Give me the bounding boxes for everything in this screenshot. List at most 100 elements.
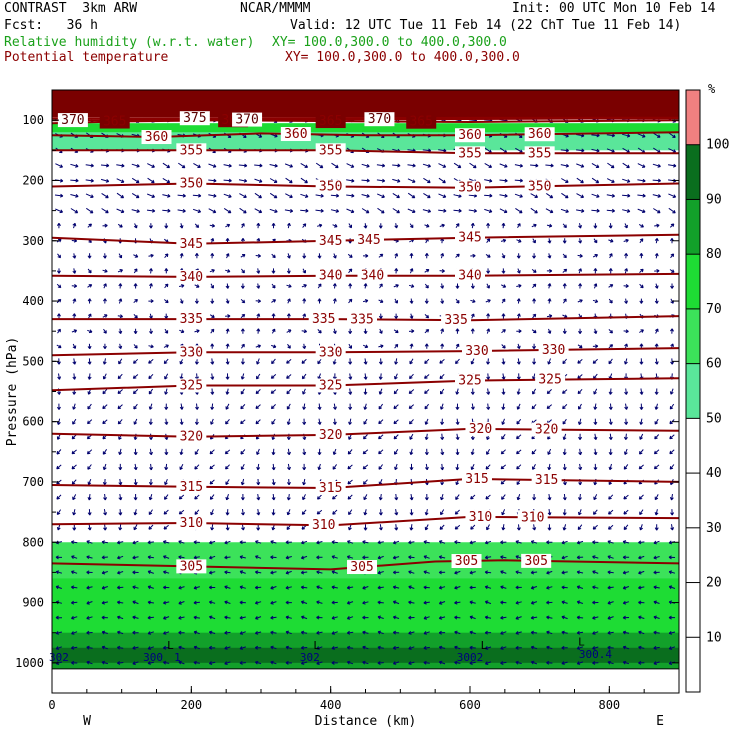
wind-vector <box>347 464 353 470</box>
wind-vector <box>423 570 430 575</box>
wind-vector <box>547 253 552 259</box>
wind-vector <box>315 162 324 169</box>
wind-vector <box>637 178 646 183</box>
contour-label-bg <box>232 112 263 127</box>
wind-vector <box>624 358 628 365</box>
wind-vector <box>532 313 537 319</box>
wind-vector <box>240 463 245 470</box>
wind-vector <box>131 163 140 168</box>
contour-label-350: 350 <box>458 181 481 196</box>
wind-vector <box>223 178 232 183</box>
wind-vector <box>87 223 92 228</box>
wind-vector <box>117 555 124 560</box>
wind-vector <box>561 555 568 560</box>
contour-label-bg <box>308 518 339 533</box>
wind-vector <box>55 615 63 620</box>
wind-vector <box>408 404 415 409</box>
contour-label-345: 345 <box>180 237 203 252</box>
wind-vector <box>210 298 215 304</box>
wind-vector <box>578 433 583 440</box>
wind-vector <box>670 283 675 289</box>
wind-vector <box>653 585 660 590</box>
wind-vector <box>331 555 338 559</box>
wind-vector <box>484 555 492 560</box>
wind-vector <box>470 222 475 229</box>
wind-vector <box>484 570 492 575</box>
contour-label-335: 335 <box>312 312 335 327</box>
wind-vector <box>423 177 431 184</box>
contour-label-bg <box>517 510 548 525</box>
wind-vector <box>316 570 323 575</box>
y-tick-label: 800 <box>22 535 44 549</box>
wind-vector <box>653 449 660 455</box>
wind-vector <box>225 269 231 273</box>
wind-vector <box>532 373 536 380</box>
wind-vector <box>409 494 414 501</box>
wind-vector <box>576 163 585 168</box>
contour-label-310: 310 <box>521 510 544 525</box>
wind-vector <box>270 404 276 410</box>
wind-vector <box>133 299 138 303</box>
wind-vector <box>500 555 507 560</box>
wind-vector <box>638 494 644 500</box>
wind-vector <box>455 358 460 365</box>
wind-vector <box>515 540 522 544</box>
wind-vector <box>453 208 462 213</box>
wind-vector <box>608 358 613 365</box>
wind-vector <box>378 223 383 229</box>
field2-name: Potential temperature <box>4 50 169 65</box>
wind-vector <box>55 163 64 168</box>
contour-label-330: 330 <box>542 343 565 358</box>
wind-vector <box>87 253 92 259</box>
wind-vector <box>392 661 400 665</box>
wind-vector <box>653 555 660 560</box>
wind-vector <box>225 494 230 501</box>
wind-vector <box>302 268 306 274</box>
wind-vector <box>347 449 353 455</box>
wind-vector <box>470 388 475 395</box>
wind-vector <box>301 284 307 288</box>
wind-vector <box>516 253 521 259</box>
wind-vector <box>515 570 522 575</box>
wind-vector <box>269 178 278 183</box>
wind-vector <box>577 253 583 258</box>
wind-vector <box>424 509 429 516</box>
wind-vector <box>501 388 506 395</box>
wind-vector <box>637 208 646 213</box>
wind-vector <box>484 661 492 665</box>
wind-vector <box>592 585 599 590</box>
wind-vector <box>269 208 278 213</box>
wind-vector <box>578 448 583 456</box>
wind-vector <box>164 328 169 334</box>
wind-vector <box>331 615 338 620</box>
wind-vector <box>516 239 522 243</box>
wind-vector <box>546 600 553 605</box>
wind-vector <box>285 630 292 635</box>
wind-vector <box>424 389 430 394</box>
wind-vector <box>193 630 200 635</box>
wind-vector <box>57 253 61 259</box>
wind-vector <box>424 298 429 304</box>
wind-vector <box>607 630 614 635</box>
wind-vector <box>592 600 599 605</box>
contour-label-bg <box>524 146 555 161</box>
wind-vector <box>592 344 599 349</box>
wind-vector <box>362 645 369 650</box>
wind-vector <box>270 660 277 665</box>
wind-vector <box>102 478 107 486</box>
wind-vector <box>500 464 507 470</box>
wind-vector <box>422 163 431 168</box>
wind-vector <box>500 540 507 545</box>
wind-vector <box>377 585 384 590</box>
theta-contour-325 <box>51 377 680 392</box>
wind-vector <box>394 268 399 274</box>
wind-vector <box>208 630 216 635</box>
contour-label-305: 305 <box>350 560 373 575</box>
contour-label-370: 370 <box>235 113 258 128</box>
wind-vector <box>653 600 660 605</box>
wind-vector <box>530 193 539 198</box>
wind-vector <box>530 630 538 635</box>
wind-vector <box>56 283 62 289</box>
wind-vector <box>346 645 354 650</box>
wind-vector <box>118 463 123 471</box>
